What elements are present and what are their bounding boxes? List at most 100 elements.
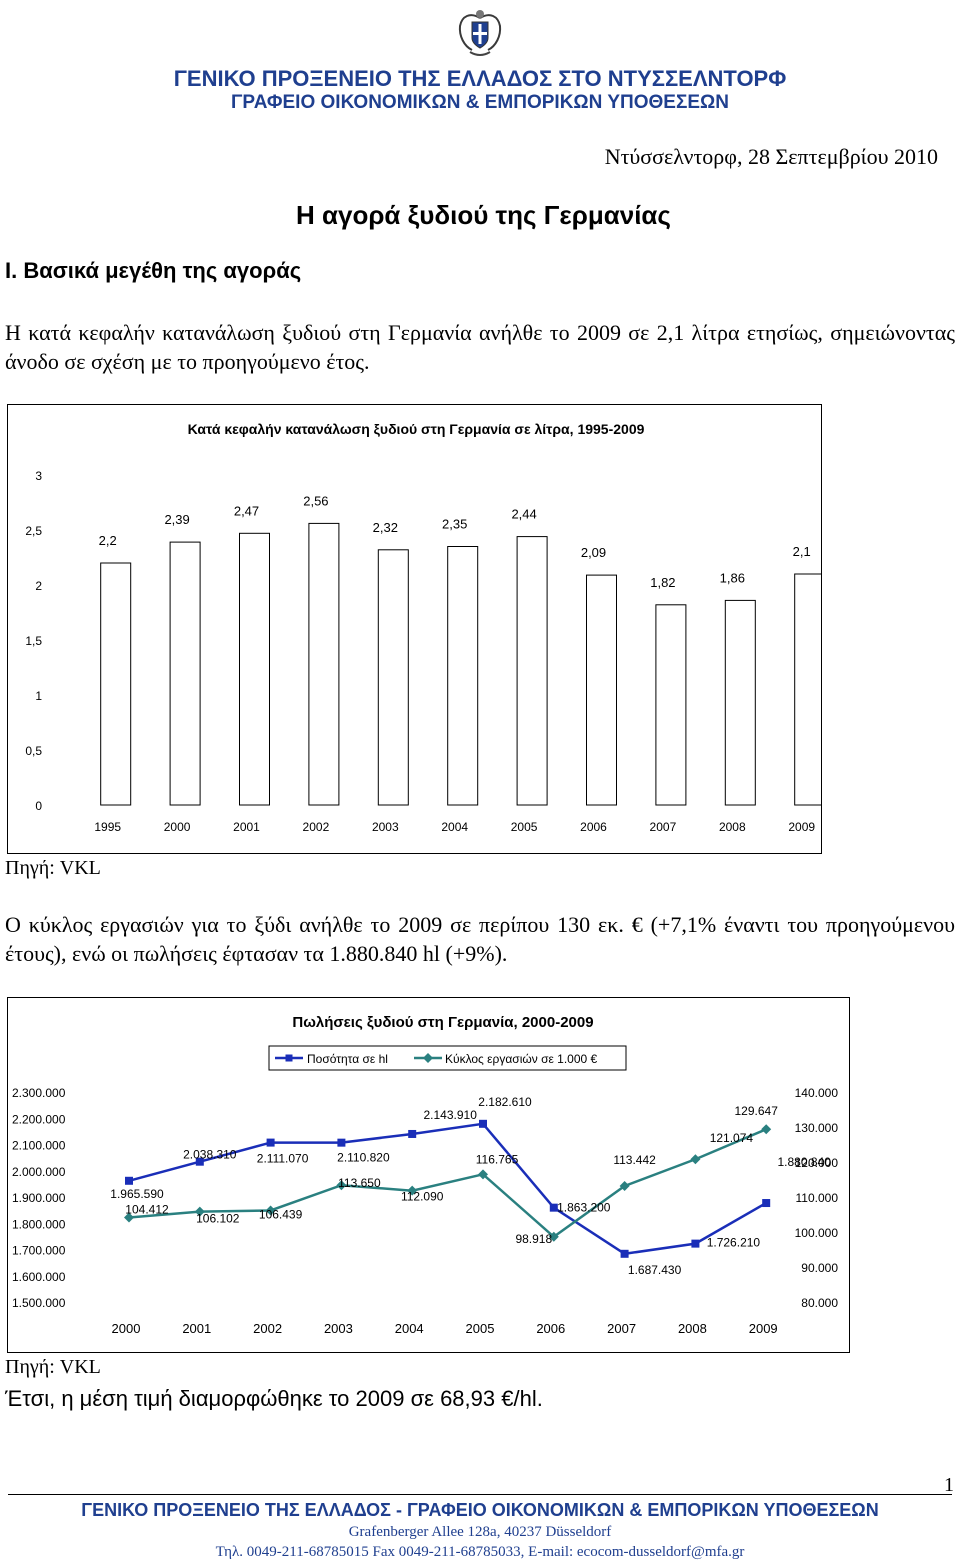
bar-2003 bbox=[377, 549, 409, 806]
quantity-point bbox=[195, 1157, 204, 1166]
page-number: 1 bbox=[944, 1474, 954, 1496]
footer-contact: Τηλ. 0049-211-68785015 Fax 0049-211-6878… bbox=[215, 1544, 745, 1560]
bar-ytick-label: 0,5 bbox=[25, 744, 42, 758]
header-subtitle: ΓΡΑΦΕΙΟ ΟΙΚΟΝΟΜΙΚΩΝ & ΕΜΠΟΡΙΚΩΝ ΥΠΟΘΕΣΕΩ… bbox=[231, 92, 729, 113]
quantity-data-label: 2.110.820 bbox=[337, 1151, 390, 1165]
quantity-data-label: 1.687.430 bbox=[628, 1263, 682, 1277]
quantity-data-label: 2.038.310 bbox=[183, 1148, 237, 1162]
turnover-point bbox=[124, 1212, 134, 1223]
legend-diamond-marker-icon bbox=[423, 1053, 433, 1063]
bar-xtick-label: 2005 bbox=[511, 820, 538, 834]
bar-chart-title: Κατά κεφαλήν κατανάλωση ξυδιού στη Γερμα… bbox=[188, 421, 645, 437]
bar-2006 bbox=[586, 574, 617, 806]
line-xtick-label: 2008 bbox=[678, 1321, 707, 1336]
turnover-data-label: 113.650 bbox=[338, 1176, 381, 1190]
bar-2004 bbox=[447, 546, 479, 806]
left-ytick-label: 1.600.000 bbox=[12, 1270, 66, 1284]
document-title: Η αγορά ξυδιού της Γερμανίας bbox=[296, 200, 671, 230]
turnover-point bbox=[336, 1180, 347, 1191]
source-note-2: Πηγή: VKL bbox=[5, 1356, 101, 1378]
footer-divider bbox=[8, 1494, 952, 1495]
right-ytick-label: 140.000 bbox=[795, 1086, 839, 1100]
bar-xtick-label: 2006 bbox=[580, 820, 607, 834]
left-ytick-label: 1.700.000 bbox=[12, 1244, 66, 1258]
left-ytick-label: 1.800.000 bbox=[12, 1217, 66, 1231]
bar-1995 bbox=[100, 562, 132, 806]
greek-emblem-icon bbox=[456, 6, 504, 60]
bar-2007 bbox=[655, 604, 687, 806]
right-ytick-label: 120.000 bbox=[795, 1156, 839, 1170]
quantity-point bbox=[266, 1138, 275, 1147]
line-xtick-label: 2005 bbox=[466, 1321, 495, 1336]
bar-value-label: 1,86 bbox=[720, 570, 745, 585]
bar-value-label: 2,1 bbox=[793, 544, 811, 559]
line-xtick-label: 2009 bbox=[749, 1321, 778, 1336]
section-heading: Ι. Βασικά μεγέθη της αγοράς bbox=[5, 258, 302, 283]
quantity-point bbox=[762, 1199, 771, 1208]
bar-ytick-label: 2,5 bbox=[25, 524, 42, 538]
turnover-point bbox=[690, 1154, 701, 1165]
bar-2001 bbox=[239, 532, 270, 806]
paragraph-consumption: Η κατά κεφαλήν κατανάλωση ξυδιού στη Γερ… bbox=[5, 320, 955, 374]
left-ytick-label: 2.000.000 bbox=[12, 1165, 66, 1179]
quantity-point bbox=[691, 1239, 700, 1248]
left-ytick-label: 1.500.000 bbox=[12, 1296, 66, 1310]
turnover-point bbox=[194, 1206, 205, 1217]
turnover-data-label: 113.442 bbox=[613, 1153, 656, 1167]
paragraph-average-price: Έτσι, η μέση τιμή διαμορφώθηκε το 2009 σ… bbox=[5, 1386, 543, 1411]
line-xtick-label: 2002 bbox=[253, 1321, 282, 1336]
quantity-data-label: 1.726.210 bbox=[707, 1236, 761, 1250]
quantity-data-label: 2.182.610 bbox=[478, 1095, 532, 1109]
chart-legend: Ποσότητα σε hl Κύκλος εργασιών σε 1.000 … bbox=[268, 1045, 627, 1071]
bar-2008 bbox=[724, 599, 756, 806]
series-line-2 bbox=[128, 1128, 767, 1239]
turnover-data-label: 112.090 bbox=[401, 1190, 444, 1204]
right-ytick-label: 110.000 bbox=[796, 1191, 839, 1205]
paragraph-turnover: Ο κύκλος εργασιών για το ξύδι ανήλθε το … bbox=[5, 912, 955, 966]
sales-chart: Πωλήσεις ξυδιού στη Γερμανία, 2000-2009 … bbox=[7, 997, 850, 1353]
bar-value-label: 1,82 bbox=[650, 575, 675, 590]
bar-xtick-label: 2008 bbox=[719, 820, 746, 834]
quantity-data-label: 1.863.200 bbox=[557, 1201, 611, 1215]
bar-value-label: 2,44 bbox=[511, 507, 536, 522]
series-line-1 bbox=[128, 1122, 767, 1256]
consumption-bar-chart-svg: Κατά κεφαλήν κατανάλωση ξυδιού στη Γερμα… bbox=[25, 421, 826, 834]
legend-entry-turnover: Κύκλος εργασιών σε 1.000 € bbox=[445, 1052, 598, 1066]
bar-xtick-label: 2001 bbox=[233, 820, 260, 834]
quantity-point bbox=[125, 1176, 133, 1185]
bar-ytick-label: 1 bbox=[35, 689, 42, 703]
turnover-data-label: 129.647 bbox=[735, 1104, 779, 1118]
bar-xtick-label: 2003 bbox=[372, 820, 399, 834]
sales-line-chart-svg: Πωλήσεις ξυδιού στη Γερμανία, 2000-2009 … bbox=[12, 1014, 839, 1336]
bar-2000 bbox=[169, 541, 201, 806]
quantity-data-label: 1.880.840 bbox=[778, 1155, 832, 1169]
document-date: Ντύσσελντορφ, 28 Σεπτεμβρίου 2010 bbox=[604, 144, 938, 169]
bar-ytick-label: 1,5 bbox=[25, 634, 42, 648]
line-xtick-label: 2003 bbox=[324, 1321, 353, 1336]
quantity-point bbox=[408, 1129, 417, 1138]
turnover-data-label: 121.074 bbox=[710, 1131, 754, 1145]
line-xtick-label: 2000 bbox=[112, 1321, 141, 1336]
left-ytick-label: 2.300.000 bbox=[12, 1086, 66, 1100]
consumption-chart: Κατά κεφαλήν κατανάλωση ξυδιού στη Γερμα… bbox=[7, 404, 826, 854]
bar-xtick-label: 2009 bbox=[788, 820, 815, 834]
bar-xtick-label: 2002 bbox=[303, 820, 330, 834]
bar-ytick-label: 2 bbox=[35, 579, 42, 593]
turnover-point bbox=[619, 1180, 630, 1191]
bar-2002 bbox=[308, 522, 340, 806]
bar-value-label: 2,39 bbox=[164, 512, 189, 527]
footer-address: Grafenberger Allee 128a, 40237 Düsseldor… bbox=[348, 1524, 612, 1540]
bar-2009 bbox=[794, 573, 826, 806]
bar-value-label: 2,56 bbox=[303, 493, 328, 508]
turnover-data-label: 116.765 bbox=[476, 1152, 519, 1166]
quantity-point bbox=[337, 1138, 346, 1147]
right-ytick-label: 90.000 bbox=[801, 1261, 838, 1275]
line-xtick-label: 2006 bbox=[536, 1321, 565, 1336]
bar-xtick-label: 1995 bbox=[94, 820, 121, 834]
left-ytick-label: 2.100.000 bbox=[12, 1139, 66, 1153]
footer-title: ΓΕΝΙΚΟ ΠΡΟΞΕΝΕΙΟ ΤΗΣ ΕΛΛΑΔΟΣ - ΓΡΑΦΕΙΟ Ο… bbox=[81, 1500, 879, 1520]
bar-value-label: 2,35 bbox=[442, 517, 467, 532]
right-ytick-label: 100.000 bbox=[795, 1226, 839, 1240]
left-ytick-label: 2.200.000 bbox=[12, 1112, 66, 1126]
quantity-point bbox=[479, 1119, 487, 1128]
